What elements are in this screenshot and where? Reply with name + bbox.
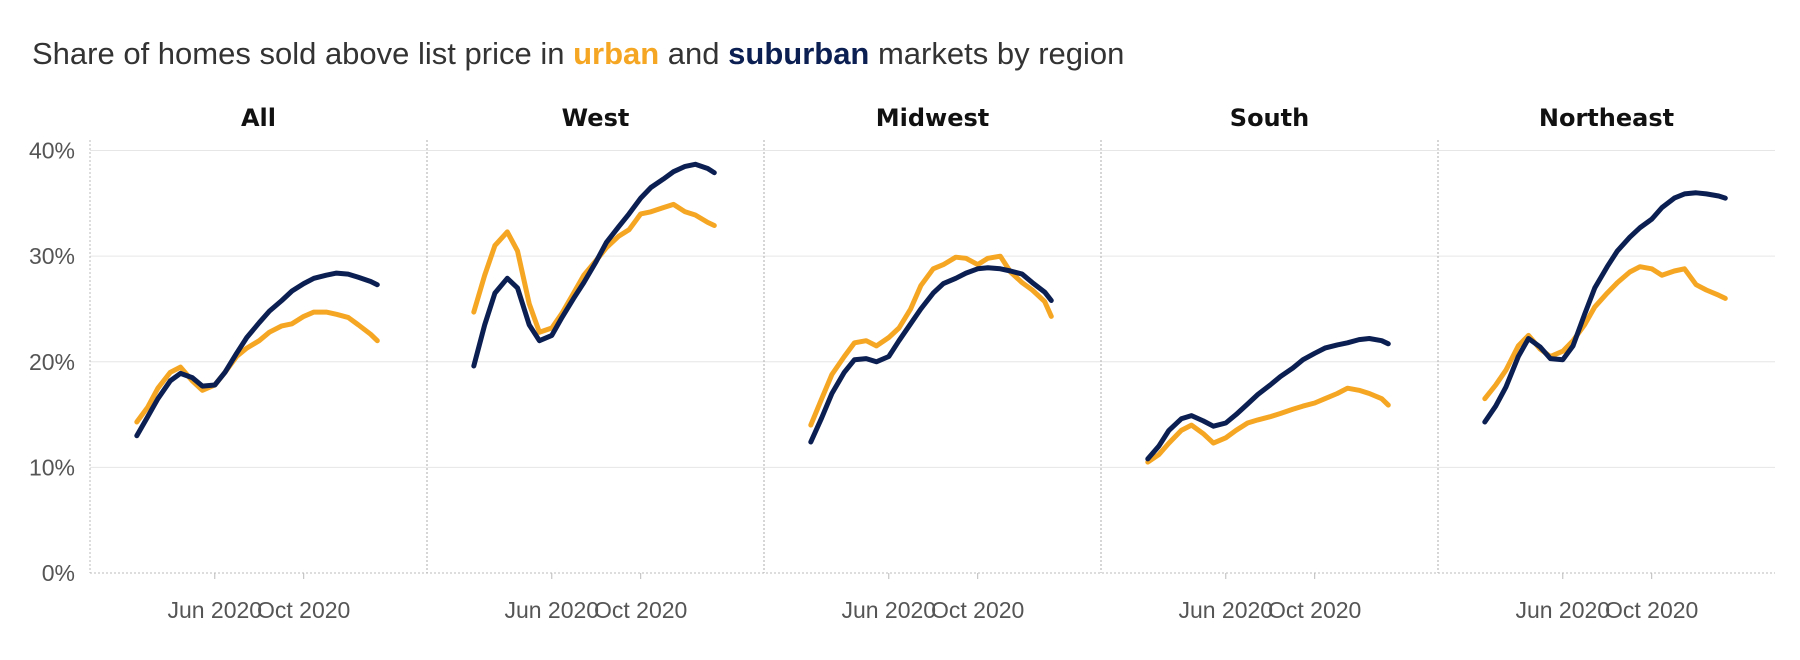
x-tick-label: Oct 2020 [931, 597, 1024, 623]
series-line-suburban-midwest [808, 265, 1054, 445]
series-line-urban-south [1145, 385, 1391, 465]
x-tick-label: Jun 2020 [1515, 597, 1610, 623]
series-line-urban-northeast [1482, 264, 1728, 402]
panel-title-northeast: Northeast [1539, 104, 1674, 132]
y-tick-label: 40% [29, 138, 75, 164]
y-tick-label: 0% [42, 560, 75, 586]
x-tick-label: Jun 2020 [841, 597, 936, 623]
y-tick-label: 30% [29, 243, 75, 269]
y-tick-label: 20% [29, 349, 75, 375]
title-prefix: Share of homes sold above list price in [32, 36, 574, 71]
series-line-suburban-northeast [1482, 190, 1728, 425]
title-urban-word: urban [573, 36, 660, 71]
x-tick-label: Jun 2020 [167, 597, 262, 623]
series-line-suburban-south [1145, 336, 1391, 462]
series-line-suburban-all [134, 270, 380, 439]
panel-title-south: South [1230, 104, 1309, 132]
panel-title-all: All [241, 104, 276, 132]
chart-title: Share of homes sold above list price in … [32, 36, 1124, 72]
x-tick-label: Jun 2020 [1178, 597, 1273, 623]
series-line-urban-midwest [808, 253, 1054, 428]
y-tick-label: 10% [29, 454, 75, 480]
x-tick-label: Jun 2020 [504, 597, 599, 623]
x-tick-label: Oct 2020 [1605, 597, 1698, 623]
series-line-urban-all [134, 309, 380, 425]
x-tick-label: Oct 2020 [594, 597, 687, 623]
panel-title-midwest: Midwest [876, 104, 990, 132]
title-suffix: markets by region [869, 36, 1125, 71]
title-suburban-word: suburban [728, 36, 870, 71]
title-middle: and [659, 36, 729, 71]
x-tick-label: Oct 2020 [257, 597, 350, 623]
x-tick-label: Oct 2020 [1268, 597, 1361, 623]
panel-title-west: West [562, 104, 630, 132]
series-line-suburban-west [471, 161, 717, 369]
